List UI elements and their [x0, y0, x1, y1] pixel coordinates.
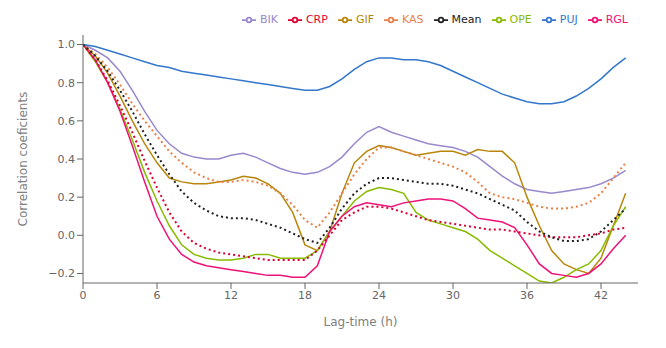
svg-text:Correlation coeficients: Correlation coeficients — [16, 92, 30, 227]
html-text:CRP: CRP — [305, 13, 328, 26]
svg-text:1.0: 1.0 — [58, 38, 76, 51]
svg-text:12: 12 — [224, 289, 238, 302]
svg-text:30: 30 — [446, 289, 460, 302]
html-text:OPE: OPE — [509, 13, 532, 26]
svg-text:0.6: 0.6 — [58, 115, 76, 128]
svg-text:36: 36 — [520, 289, 534, 302]
html-text:RGL: RGL — [605, 13, 628, 26]
html-text:BIK: BIK — [259, 13, 278, 26]
html-text:PUJ: PUJ — [559, 13, 578, 26]
svg-text:0.4: 0.4 — [58, 153, 76, 166]
html-text:Mean: Mean — [451, 13, 482, 26]
svg-text:0.0: 0.0 — [58, 229, 76, 242]
svg-text:0: 0 — [80, 289, 87, 302]
svg-text:18: 18 — [298, 289, 312, 302]
svg-text:42: 42 — [594, 289, 608, 302]
svg-text:Lag-time (h): Lag-time (h) — [324, 315, 398, 329]
svg-text:24: 24 — [372, 289, 386, 302]
svg-text:−0.2: −0.2 — [48, 267, 75, 280]
html-text:KAS: KAS — [402, 13, 424, 26]
svg-text:0.8: 0.8 — [58, 77, 76, 90]
svg-text:6: 6 — [154, 289, 161, 302]
html-text:GIF: GIF — [355, 13, 374, 26]
svg-text:0.2: 0.2 — [58, 191, 76, 204]
